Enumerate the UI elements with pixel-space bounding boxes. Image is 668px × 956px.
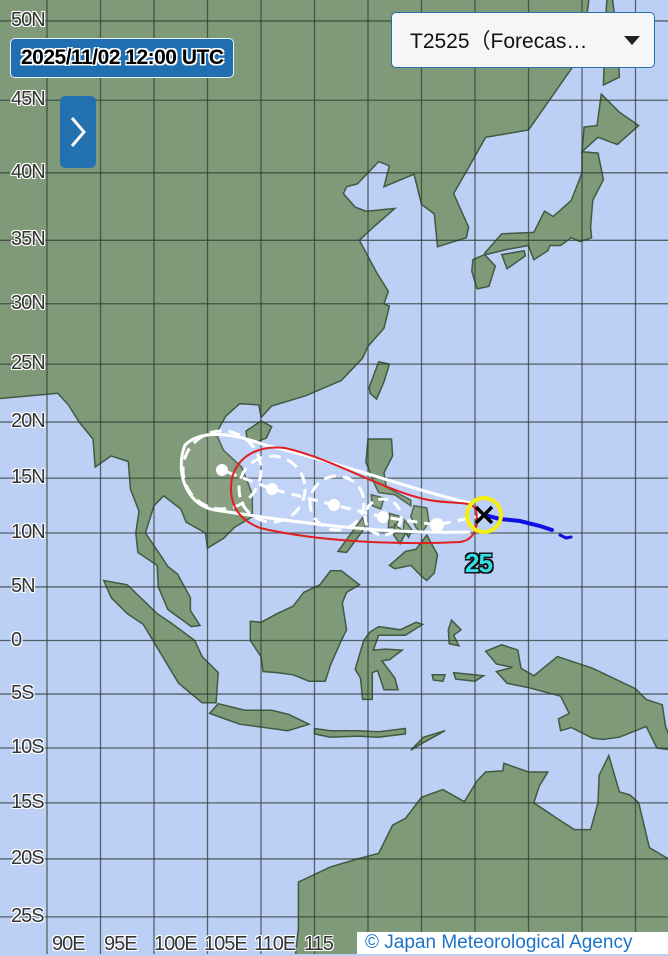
forecast-circle: [308, 474, 366, 532]
longitude-label: 95E: [104, 933, 138, 955]
forecast-circle: [181, 429, 263, 511]
landmass: [0, 0, 590, 628]
landmass: [410, 729, 446, 751]
latitude-label: 50N: [11, 8, 46, 31]
latitude-label: 5N: [11, 574, 36, 597]
landmass: [447, 618, 463, 647]
longitude-label: 105E: [204, 933, 248, 955]
caret-down-icon: [624, 35, 640, 45]
landmass: [581, 92, 640, 154]
longitude-label: 115: [304, 933, 334, 955]
landmass: [471, 253, 497, 290]
forecast-track: [221, 468, 485, 527]
landmass: [208, 702, 312, 732]
longitude-label: 110E: [254, 933, 296, 955]
forecast-circle: [363, 497, 403, 537]
typhoon-forecast: [179, 429, 573, 545]
expand-panel-button[interactable]: [60, 96, 96, 168]
latitude-label: 10N: [11, 520, 46, 543]
longitude-label: 100E: [154, 933, 198, 955]
typhoon-select-value: T2525（Forecas…: [410, 30, 588, 53]
latitude-label: 25S: [11, 904, 45, 927]
latitude-label: 25N: [11, 352, 46, 375]
latitude-label: 10S: [11, 736, 45, 759]
current-position-ring: [465, 496, 503, 534]
datetime-text: 2025/11/02 12:00 UTC: [21, 46, 224, 69]
forecast-point: [377, 511, 389, 523]
latitude-label: 35N: [11, 228, 46, 251]
landmass: [388, 533, 439, 582]
storm-warning-area: [230, 446, 478, 545]
landmass: [294, 753, 668, 954]
forecast-point: [328, 499, 340, 511]
landmass: [500, 249, 527, 270]
forecast-point: [216, 464, 228, 476]
typhoon-number-label[interactable]: 25: [465, 548, 493, 578]
latitude-label: 0: [11, 628, 22, 651]
landmass: [484, 644, 668, 751]
datetime-badge: 2025/11/02 12:00 UTC: [10, 38, 235, 78]
forecast-point: [266, 483, 278, 495]
landmass: [313, 727, 407, 738]
latitude-label: 40N: [11, 160, 46, 183]
landmass: [102, 579, 219, 704]
latitude-label: 15S: [11, 790, 45, 813]
landmass: [249, 570, 361, 682]
copyright-link[interactable]: © Japan Meteorological Agency: [357, 932, 668, 954]
latitude-label: 15N: [11, 466, 46, 489]
past-track: [482, 513, 554, 532]
typhoon-select[interactable]: T2525（Forecas…: [391, 12, 655, 68]
latitude-label: 45N: [11, 88, 46, 111]
longitude-label: 90E: [52, 933, 86, 955]
past-track: [558, 533, 573, 540]
typhoon-center-x-icon: [474, 505, 494, 525]
forecast-circle: [237, 454, 307, 524]
latitude-label: 30N: [11, 291, 46, 314]
landmass: [431, 674, 447, 683]
forecast-point: [430, 518, 444, 532]
latitude-label: 20N: [11, 410, 46, 433]
latitude-label: 20S: [11, 846, 45, 869]
latitude-label: 5S: [11, 682, 34, 705]
landmass: [483, 150, 605, 261]
chevron-right-icon: [70, 117, 86, 147]
landmass: [368, 360, 391, 401]
